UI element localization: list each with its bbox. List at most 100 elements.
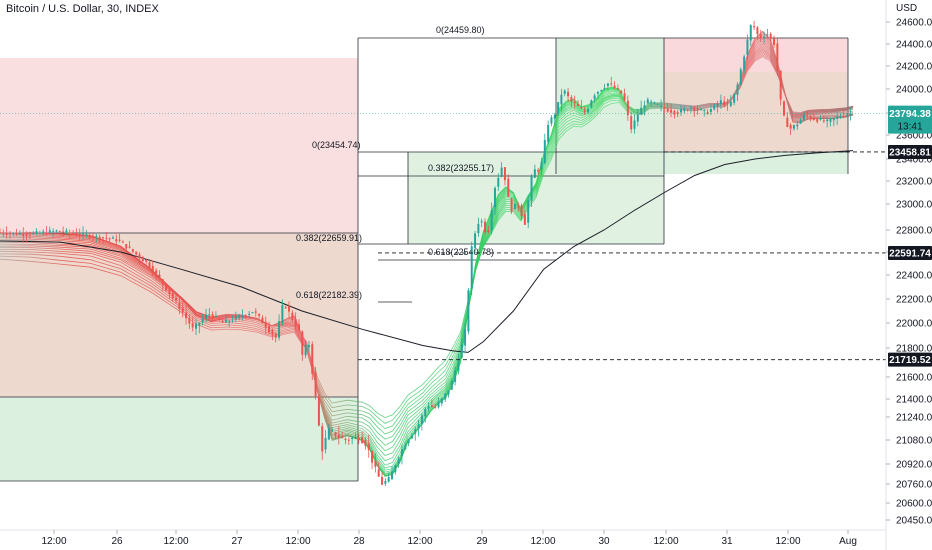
candle-body — [430, 405, 433, 407]
candle-body — [769, 33, 772, 39]
candle-body — [387, 477, 390, 482]
y-tick-label: 22400.00 — [896, 271, 932, 282]
candle-body — [437, 402, 440, 408]
price-tag — [888, 144, 932, 159]
candle-body — [563, 90, 566, 94]
candle-body — [138, 254, 141, 259]
candle-body — [643, 105, 646, 109]
candle-body — [650, 101, 653, 103]
candle-body — [726, 103, 729, 105]
candle-body — [161, 279, 164, 285]
candle-body — [301, 331, 304, 355]
candle-body — [460, 344, 463, 358]
candle-body — [410, 435, 413, 439]
candle-body — [271, 329, 274, 335]
candle-body — [8, 232, 11, 234]
candle-body — [633, 120, 636, 129]
candle-body — [706, 112, 709, 115]
candle-body — [361, 437, 364, 443]
y-tick-label: 22000.00 — [896, 319, 932, 330]
candle-body — [231, 320, 234, 322]
candle-body — [510, 198, 513, 212]
candle-body — [729, 101, 732, 106]
candle-body — [18, 233, 21, 235]
candle-body — [268, 325, 271, 333]
candle-body — [470, 246, 473, 289]
y-tick-label: 20760.00 — [896, 480, 932, 491]
candle-body — [181, 307, 184, 313]
candle-body — [188, 317, 191, 324]
candle-body — [686, 109, 689, 111]
candle-body — [683, 108, 686, 112]
candle-body — [241, 315, 244, 317]
candle-body — [580, 107, 583, 109]
candle-body — [826, 119, 829, 122]
candle-body — [812, 117, 815, 120]
candle-body — [596, 91, 599, 94]
candle-body — [766, 34, 769, 36]
y-tick-label: 24200.00 — [896, 62, 932, 73]
candle-body — [228, 321, 231, 323]
candle-body — [341, 436, 344, 439]
candle-body — [763, 36, 766, 38]
candle-body — [689, 107, 692, 109]
candle-body — [155, 270, 158, 274]
y-tick-label: 23200.00 — [896, 177, 932, 188]
candle-body — [324, 437, 327, 450]
candle-body — [653, 102, 656, 104]
candle-body — [12, 232, 15, 234]
candle-body — [846, 114, 849, 116]
candle-body — [567, 91, 570, 97]
candle-body — [839, 116, 842, 118]
candle-body — [45, 232, 48, 235]
candle-body — [680, 109, 683, 113]
candle-body — [374, 460, 377, 467]
candle-body — [427, 406, 430, 409]
candle-body — [244, 315, 247, 317]
x-tick-label: 28 — [353, 536, 365, 547]
candle-body — [590, 100, 593, 108]
candle-body — [394, 465, 397, 473]
x-tick-label: 12:00 — [41, 536, 66, 547]
fib-label: 0.382(23255.17) — [428, 163, 494, 173]
candle-body — [457, 360, 460, 371]
candle-body — [640, 107, 643, 115]
candle-body — [404, 445, 407, 450]
candle-body — [749, 25, 752, 41]
candle-body — [447, 390, 450, 395]
candle-body — [52, 231, 55, 233]
candle-body — [550, 117, 553, 124]
price-tag-value: 22591.74 — [889, 248, 931, 259]
candle-body — [586, 108, 589, 113]
candle-body — [464, 329, 467, 346]
candle-body — [55, 230, 58, 232]
candle-body — [65, 230, 68, 232]
candle-body — [125, 244, 128, 249]
current-price-value: 23794.38 — [889, 109, 931, 120]
candle-body — [371, 450, 374, 463]
candle-body — [699, 109, 702, 111]
candle-body — [670, 109, 673, 113]
candle-body — [344, 438, 347, 440]
candle-body — [789, 124, 792, 129]
candle-body — [304, 344, 307, 356]
candle-body — [311, 344, 314, 374]
candle-body — [696, 108, 699, 111]
candle-body — [331, 429, 334, 431]
candle-body — [663, 107, 666, 109]
candle-body — [208, 314, 211, 316]
candle-body — [736, 84, 739, 95]
candle-body — [806, 115, 809, 117]
price-tag-value: 23458.81 — [889, 147, 931, 158]
y-tick-label: 21080.00 — [896, 436, 932, 447]
candle-body — [600, 90, 603, 92]
x-tick-label: 30 — [598, 536, 610, 547]
candle-body — [321, 426, 324, 452]
candle-body — [523, 214, 526, 225]
candle-body — [713, 104, 716, 110]
candle-body — [131, 249, 134, 252]
y-tick-label: 23600.00 — [896, 131, 932, 142]
x-tick-label: 12:00 — [407, 536, 432, 547]
x-tick-label: 29 — [476, 536, 488, 547]
